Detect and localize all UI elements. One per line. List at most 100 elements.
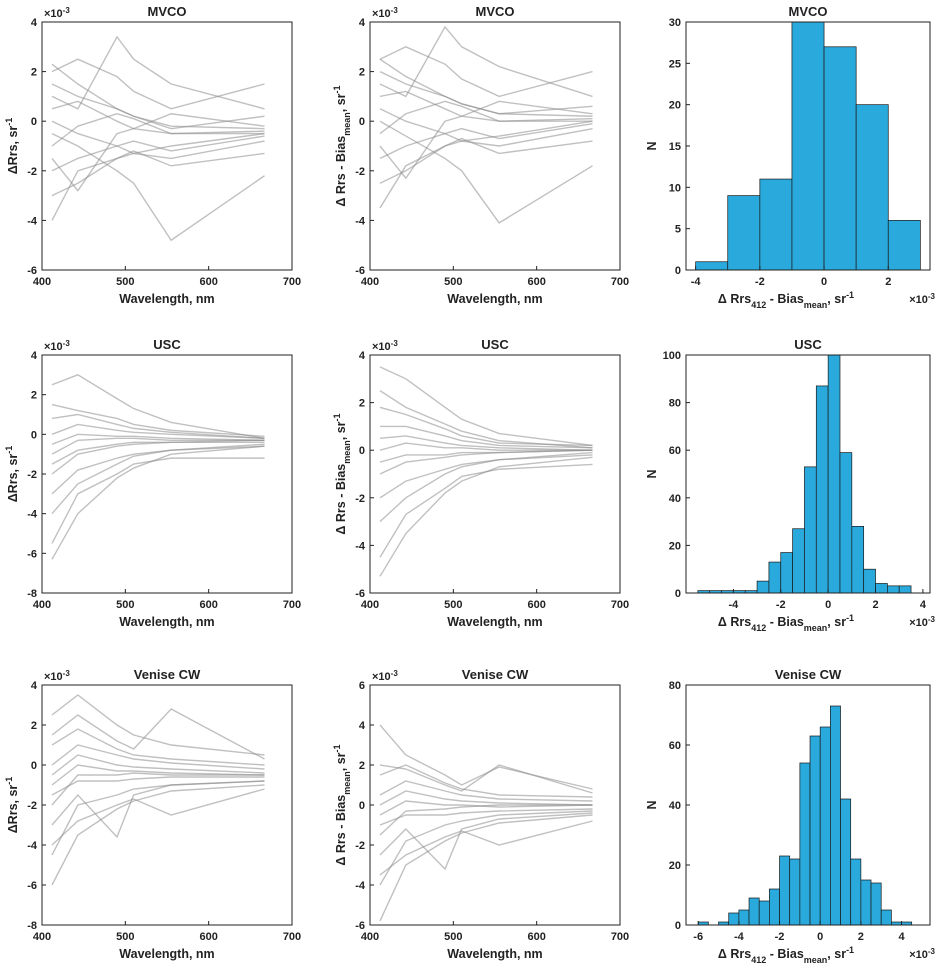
y-tick-label: 0 [675,265,681,277]
y-tick-label: -4 [355,215,366,227]
histogram-bar [792,528,805,594]
subplot: 400 500 600 700 -8 -6 -4 -2 0 2 4 USC ×10-3 Wavelengt… [4,337,301,629]
spectrum-line [379,390,593,449]
spectrum-line [51,132,265,242]
spectrum-line [51,764,265,786]
y-tick-label: 0 [31,429,37,441]
spectrum-line [379,810,593,886]
subplot-title: USC [794,337,822,352]
spectrum-line [379,100,593,135]
spectrum-line [379,108,593,147]
y-tick-label: 60 [669,445,681,457]
axis-exponent: ×10-3 [372,669,398,684]
spectrum-line [51,403,265,438]
label-part: -1 [846,290,854,300]
y-tick-label: 6 [359,680,365,692]
spectrum-line [379,764,593,798]
histogram-bar [759,178,793,271]
label-part: Wavelength, nm [447,615,542,629]
x-tick-label: 0 [817,931,823,943]
exponent-power: -3 [391,339,399,348]
spectrum-line [379,46,593,98]
y-tick-label: -6 [27,265,37,277]
y-tick-label: 0 [359,445,365,457]
x-tick-label: 500 [116,599,134,611]
label-part: mean [804,623,828,633]
y-tick-label: 30 [669,17,681,29]
spectrum-line [380,425,593,449]
label-part: Δ Rrs [718,292,751,306]
histogram-bar [728,912,740,926]
y-tick-label: -2 [27,800,37,812]
x-tick-label: 600 [199,931,217,943]
subplot-title: MVCO [789,4,828,19]
label-part: Wavelength, nm [119,615,214,629]
x-tick-label: -2 [775,931,785,943]
label-part: -1 [4,777,14,785]
histogram-bar [809,735,821,926]
histogram-bar [727,195,761,271]
spectrum-line [379,812,593,871]
y-tick-label: 2 [31,390,37,402]
x-tick-label: 600 [199,276,217,288]
axes-box [369,21,621,271]
x-axis-label: Wavelength, nm [119,947,214,961]
label-part: Wavelength, nm [447,292,542,306]
y-tick-label: -6 [27,880,37,892]
subplot: 400 500 600 700 -6 -4 -2 0 2 4 MVCO ×10-3 Wavelength… [332,4,629,306]
y-axis-label: ΔRrs, sr-1 [4,118,20,175]
plot-area [42,355,292,593]
exponent-base: ×10 [909,294,928,306]
histogram-bar [880,909,892,926]
axis-exponent: ×10-3 [909,947,935,962]
spectrum-line [379,780,593,802]
spectrum-line [379,814,593,922]
y-tick-label: 100 [663,350,681,362]
y-tick-label: 20 [669,100,681,112]
histogram-bar [695,261,729,271]
subplot: 400 500 600 700 -6 -4 -2 0 2 4 6 Venise CW ×10-3 Wave… [332,667,629,961]
spectrum-line [51,754,265,776]
exponent-base: ×10 [372,671,391,683]
y-tick-label: 20 [669,860,681,872]
axis-exponent: ×10-3 [44,669,70,684]
x-tick-label: 600 [527,931,545,943]
x-tick-label: 700 [611,599,629,611]
spectrum-line [51,374,265,439]
spectrum-line [379,435,593,451]
x-tick-label: -2 [776,599,786,611]
spectrum-line [51,58,265,110]
label-part: ΔRrs, sr [6,454,20,503]
spectrum-line [51,772,265,806]
y-tick-label: -4 [355,880,366,892]
plot-area [42,685,292,925]
y-tick-label: 40 [669,493,681,505]
exponent-power: -3 [928,615,936,624]
exponent-power: -3 [63,339,71,348]
histogram-bar [815,385,829,594]
y-tick-label: 2 [31,67,37,79]
histogram-bar [851,526,865,594]
x-tick-label: -4 [734,931,745,943]
label-part: ΔRrs, sr [6,785,20,834]
axis-exponent: ×10-3 [909,615,935,630]
spectrum-line [379,808,593,826]
x-tick-label: -4 [691,276,702,288]
x-tick-label: 600 [527,276,545,288]
histogram-bar [827,354,841,594]
histogram-bar [756,580,770,594]
histogram-bar [840,798,852,926]
y-axis-label: Δ Rrs - Biasmean, sr-1 [332,744,352,865]
spectrum-line [51,776,265,796]
y-tick-label: 15 [669,141,681,153]
histogram-bar [779,855,791,926]
y-tick-label: -2 [27,166,37,178]
label-part: , sr [334,93,348,112]
label-part: mean [804,300,828,310]
label-part: 412 [751,955,766,965]
y-tick-label: -6 [355,265,365,277]
y-axis-label: Δ Rrs - Biasmean, sr-1 [332,85,352,206]
y-tick-label: 4 [31,350,38,362]
subplot-title: Venise CW [134,667,201,682]
